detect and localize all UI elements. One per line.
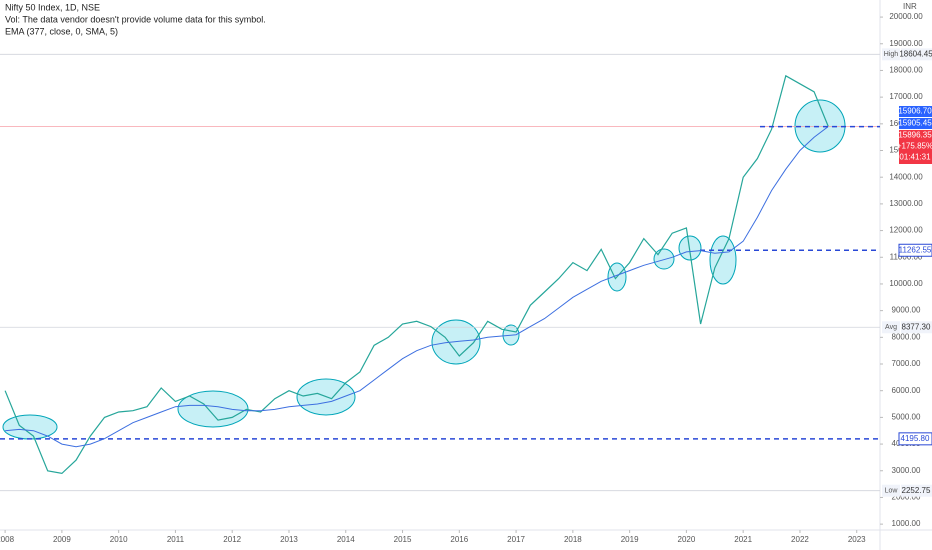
x-tick-label: 2020 [678, 535, 696, 544]
y-tick-label: 10000.00 [889, 279, 923, 288]
price-change: +175.85% [897, 142, 932, 151]
y-tick-label: 7000.00 [892, 359, 921, 368]
y-unit: INR [903, 2, 917, 11]
y-tick-label: 12000.00 [889, 226, 923, 235]
y-tick-label: 6000.00 [892, 386, 921, 395]
x-tick-label: 2023 [848, 535, 866, 544]
stat-name-box [882, 48, 900, 61]
x-tick-label: 2017 [507, 535, 525, 544]
y-tick-label: 3000.00 [892, 466, 921, 475]
y-tick-label: 1000.00 [892, 519, 921, 528]
highlight-ellipse [653, 248, 675, 270]
level-box [898, 243, 932, 257]
x-tick-label: 2013 [280, 535, 298, 544]
y-tick-label: 2000.00 [892, 493, 921, 502]
level-box [898, 432, 932, 446]
y-tick-label: 18000.00 [889, 66, 923, 75]
countdown: 01:41:31 [899, 153, 931, 162]
stat-name-box [882, 321, 900, 334]
indicator-legend: EMA (377, close, 0, SMA, 5) [5, 26, 118, 36]
stat-name-box [882, 484, 900, 497]
x-tick-label: 2012 [223, 535, 241, 544]
y-tick-label: 11000.00 [890, 252, 923, 261]
price-tag [899, 118, 932, 129]
price-tag [899, 130, 932, 164]
y-tick-label: 9000.00 [892, 306, 921, 315]
price-tag-label: 15906.70 [898, 107, 932, 116]
x-tick-label: 2011 [167, 535, 185, 544]
x-tick-label: 2014 [337, 535, 355, 544]
subtitle: Vol: The data vendor doesn't provide vol… [5, 14, 266, 24]
x-tick-label: 2019 [621, 535, 639, 544]
stat-name: High [884, 51, 899, 58]
x-tick-label: 2016 [450, 535, 468, 544]
y-tick-label: 20000.00 [889, 12, 923, 21]
level-label: 4195.80 [901, 434, 930, 443]
highlight-ellipse [709, 235, 737, 285]
y-tick-label: 5000.00 [892, 412, 921, 421]
highlight-ellipse [2, 414, 58, 440]
stat-value: 8377.30 [902, 322, 931, 331]
stat-value: 2252.75 [902, 486, 931, 495]
x-tick-label: 2022 [791, 535, 809, 544]
stat-name: Low [885, 488, 899, 495]
stat-value-box [901, 484, 932, 497]
level-label: 11262.55 [899, 245, 932, 254]
price-tag-label: 15896.35 [898, 131, 932, 140]
chart-title: Nifty 50 Index, 1D, NSE [5, 2, 100, 12]
stat-name: Avg [885, 324, 897, 331]
x-tick-label: 2008 [0, 535, 15, 544]
y-tick-label: 13000.00 [889, 199, 923, 208]
y-tick-label: 8000.00 [892, 332, 921, 341]
x-tick-label: 2015 [394, 535, 412, 544]
price-tag-label: 15905.45 [898, 119, 932, 128]
ema-line [5, 126, 829, 448]
y-tick-label: 19000.00 [889, 39, 923, 48]
y-tick-label: 14000.00 [889, 172, 923, 181]
price-line [4, 74, 829, 475]
x-tick-label: 2009 [53, 535, 71, 544]
price-tag [899, 106, 932, 117]
x-tick-label: 2021 [734, 535, 752, 544]
stat-value-box [901, 48, 932, 61]
stat-value-box [901, 321, 932, 334]
annotations [2, 99, 846, 440]
stat-value: 18604.45 [899, 49, 932, 58]
y-tick-label: 17000.00 [889, 92, 923, 101]
highlight-ellipse [678, 235, 702, 261]
x-tick-label: 2018 [564, 535, 582, 544]
x-tick-label: 2010 [110, 535, 128, 544]
